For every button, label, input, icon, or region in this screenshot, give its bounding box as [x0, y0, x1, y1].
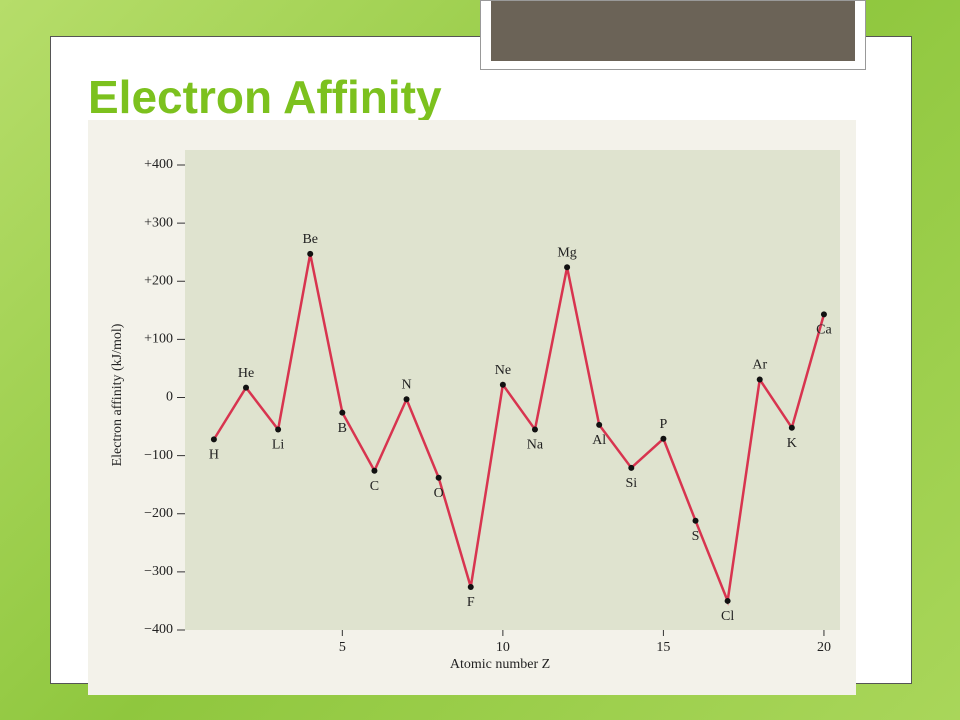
point-label: Be — [302, 232, 318, 247]
data-point — [435, 474, 442, 481]
data-point — [724, 597, 731, 604]
y-tick-label: −100 — [144, 448, 173, 463]
point-label: H — [209, 448, 219, 463]
point-label: Cl — [721, 609, 734, 624]
x-axis-label: Atomic number Z — [450, 657, 550, 672]
series-line — [212, 253, 826, 606]
point-label: Ne — [495, 363, 511, 378]
data-point — [467, 583, 474, 590]
y-tick-label: +300 — [144, 215, 173, 230]
y-axis-label: Electron affinity (kJ/mol) — [110, 323, 125, 466]
data-point — [403, 396, 410, 403]
data-point — [692, 517, 699, 524]
point-label: F — [467, 595, 475, 610]
y-tick-label: −300 — [144, 564, 173, 579]
data-point — [371, 467, 378, 474]
data-point — [660, 435, 667, 442]
data-point — [564, 264, 571, 271]
point-label: Na — [527, 438, 544, 453]
data-point — [243, 384, 250, 391]
point-label: O — [434, 486, 444, 501]
data-point — [596, 421, 603, 428]
data-point — [307, 250, 314, 257]
plot-area — [185, 150, 840, 630]
data-point — [339, 409, 346, 416]
x-tick-label: 5 — [339, 640, 346, 655]
point-label: Ca — [816, 323, 832, 338]
data-point — [275, 426, 282, 433]
point-label: N — [401, 377, 411, 392]
decor-frame — [480, 0, 866, 70]
y-tick-label: +100 — [144, 332, 173, 347]
data-point — [210, 436, 217, 443]
point-label: Al — [592, 433, 606, 448]
point-label: Si — [625, 476, 637, 491]
y-tick-label: +400 — [144, 157, 173, 172]
point-label: C — [370, 479, 379, 494]
data-point — [628, 464, 635, 471]
y-tick-label: −200 — [144, 506, 173, 521]
point-label: K — [787, 436, 797, 451]
point-label: Mg — [557, 246, 576, 261]
slide-title: Electron Affinity — [88, 71, 442, 123]
point-label: S — [692, 529, 700, 544]
point-label: He — [238, 366, 254, 381]
x-tick-label: 20 — [817, 640, 831, 655]
y-tick-label: +200 — [144, 273, 173, 288]
point-label: Li — [272, 438, 285, 453]
data-point — [820, 311, 827, 318]
point-label: Ar — [752, 358, 767, 373]
data-point — [788, 424, 795, 431]
data-point — [756, 376, 763, 383]
y-tick-label: 0 — [166, 390, 173, 405]
point-label: P — [660, 417, 668, 432]
point-label: B — [338, 421, 347, 436]
x-tick-label: 15 — [656, 640, 670, 655]
data-point — [531, 426, 538, 433]
y-tick-label: −400 — [144, 622, 173, 637]
data-point — [499, 381, 506, 388]
x-tick-label: 10 — [496, 640, 510, 655]
